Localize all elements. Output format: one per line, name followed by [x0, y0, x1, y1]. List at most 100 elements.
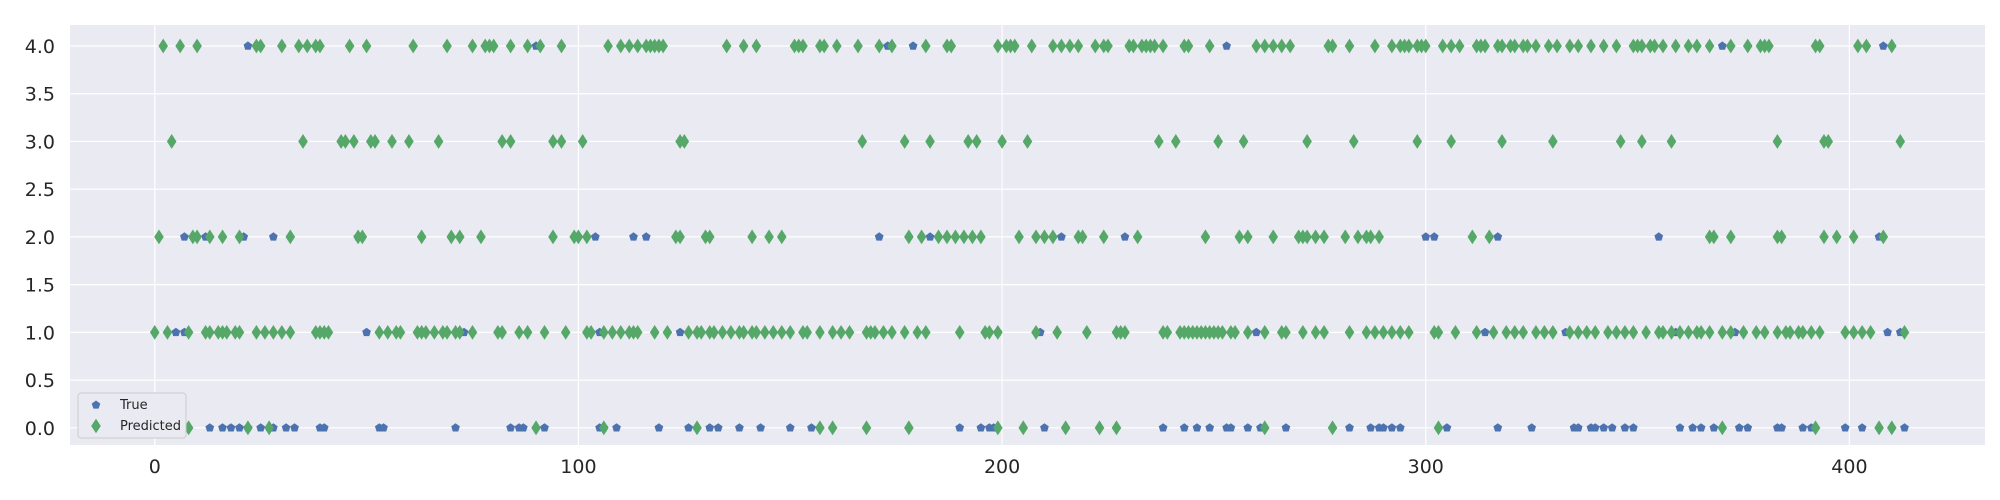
predicted-point	[158, 38, 169, 54]
predicted-point	[946, 38, 957, 54]
predicted-point	[255, 38, 266, 54]
predicted-point	[1437, 38, 1448, 54]
true-point	[908, 41, 918, 50]
predicted-point	[382, 324, 393, 340]
true-point	[256, 423, 265, 432]
predicted-point	[370, 134, 380, 149]
predicted-point	[912, 324, 923, 340]
predicted-point	[586, 324, 596, 340]
predicted-point	[798, 38, 808, 54]
predicted-point	[1886, 420, 1897, 436]
true-point	[1857, 423, 1867, 432]
predicted-point	[836, 324, 846, 340]
x-axis: 0 100 200 300 400	[149, 456, 1868, 478]
predicted-point	[776, 229, 787, 245]
true-point	[1629, 423, 1638, 432]
predicted-point	[1861, 38, 1872, 54]
predicted-point	[404, 134, 414, 149]
true-point	[785, 423, 795, 432]
predicted-point	[454, 229, 465, 245]
true-point	[1493, 232, 1503, 241]
true-point	[1599, 423, 1609, 432]
x-tick-label: 100	[560, 456, 596, 478]
predicted-point	[1658, 324, 1668, 340]
legend-true-marker	[91, 400, 101, 409]
predicted-point	[1268, 229, 1279, 245]
predicted-point	[1666, 134, 1677, 149]
true-point	[925, 232, 935, 241]
predicted-point	[522, 38, 533, 54]
y-tick-label: 1.5	[25, 275, 55, 297]
y-tick-label: 2.0	[25, 227, 55, 249]
predicted-point	[285, 229, 296, 245]
predicted-point	[1298, 324, 1308, 340]
predicted-point	[1022, 134, 1033, 149]
predicted-point	[1387, 38, 1397, 54]
predicted-point	[293, 38, 304, 54]
predicted-point	[1810, 420, 1821, 436]
true-point	[1429, 232, 1439, 241]
predicted-point	[1056, 38, 1067, 54]
predicted-point	[832, 38, 842, 54]
true-point	[1120, 232, 1130, 241]
predicted-point	[505, 38, 516, 54]
predicted-point	[1073, 38, 1084, 54]
predicted-point	[1725, 229, 1736, 245]
true-point	[654, 423, 664, 432]
predicted-point	[1548, 324, 1558, 340]
true-point	[1675, 423, 1685, 432]
predicted-point	[467, 324, 478, 340]
true-point	[1654, 232, 1664, 241]
predicted-point	[1014, 229, 1024, 245]
true-point	[705, 423, 715, 432]
x-tick-label: 300	[1408, 456, 1444, 478]
predicted-point	[442, 38, 452, 54]
true-point	[540, 423, 549, 432]
predicted-point	[815, 324, 825, 340]
predicted-point	[340, 134, 351, 149]
true-point	[1696, 423, 1706, 432]
predicted-point	[1853, 38, 1863, 54]
true-point	[218, 423, 227, 432]
predicted-point	[1098, 229, 1109, 245]
predicted-point	[1387, 324, 1397, 340]
true-point	[713, 423, 723, 432]
predicted-point	[764, 229, 774, 245]
predicted-point	[1310, 229, 1321, 245]
true-point	[1421, 232, 1431, 241]
predicted-point	[1471, 324, 1482, 340]
predicted-point	[1395, 324, 1406, 340]
true-point	[1251, 327, 1261, 337]
predicted-point	[1259, 324, 1270, 340]
predicted-point	[1814, 38, 1825, 54]
predicted-point	[221, 324, 232, 340]
true-point	[756, 423, 765, 432]
predicted-point	[1031, 229, 1041, 245]
predicted-point	[344, 38, 355, 54]
predicted-point	[1611, 38, 1622, 54]
predicted-point	[1696, 324, 1706, 340]
true-point	[243, 41, 253, 50]
predicted-point	[361, 38, 372, 54]
true-point	[1057, 232, 1066, 241]
predicted-point	[751, 324, 762, 340]
legend-box	[77, 392, 187, 439]
predicted-point	[954, 324, 965, 340]
true-point	[675, 327, 685, 337]
predicted-point	[1484, 229, 1495, 245]
predicted-point	[1344, 324, 1355, 340]
y-tick-label: 3.0	[25, 131, 55, 153]
predicted-point	[277, 38, 287, 54]
true-point	[1281, 423, 1291, 432]
predicted-point	[1319, 324, 1329, 340]
true-point	[1179, 423, 1189, 432]
predicted-point	[1709, 229, 1719, 245]
predicted-point	[162, 324, 173, 340]
true-point	[629, 232, 638, 241]
true-point	[1743, 423, 1753, 432]
predicted-point	[1039, 229, 1050, 245]
true-point	[1883, 327, 1892, 337]
predicted-point	[183, 324, 194, 340]
predicted-point	[959, 229, 969, 245]
predicted-point	[1886, 38, 1897, 54]
